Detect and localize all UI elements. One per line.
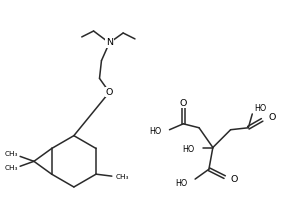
Text: HO: HO [182, 145, 194, 154]
Text: CH₃: CH₃ [5, 152, 18, 157]
Text: CH₃: CH₃ [116, 174, 129, 180]
Text: CH₃: CH₃ [5, 165, 18, 171]
Text: O: O [106, 88, 113, 97]
Text: HO: HO [175, 179, 187, 187]
Text: HO: HO [254, 104, 266, 112]
Text: O: O [180, 99, 187, 107]
Text: O: O [231, 175, 238, 184]
Text: O: O [268, 113, 275, 122]
Text: HO: HO [149, 127, 162, 136]
Text: N: N [106, 38, 113, 47]
